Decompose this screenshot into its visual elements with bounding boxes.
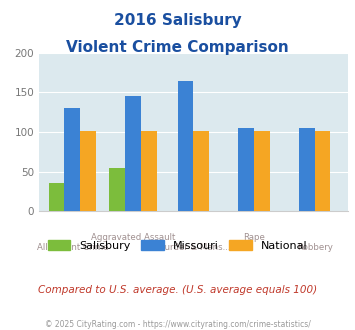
- Bar: [109, 168, 125, 211]
- Bar: [49, 183, 65, 211]
- Text: Violent Crime Comparison: Violent Crime Comparison: [66, 40, 289, 54]
- Legend: Salisbury, Missouri, National: Salisbury, Missouri, National: [43, 236, 312, 255]
- Text: Robbery: Robbery: [297, 243, 333, 251]
- Bar: [193, 131, 209, 211]
- Bar: [125, 96, 141, 211]
- Bar: [299, 128, 315, 211]
- Text: All Violent Crime: All Violent Crime: [37, 243, 108, 251]
- Bar: [315, 131, 331, 211]
- Bar: [80, 131, 96, 211]
- Bar: [141, 131, 157, 211]
- Bar: [254, 131, 270, 211]
- Text: © 2025 CityRating.com - https://www.cityrating.com/crime-statistics/: © 2025 CityRating.com - https://www.city…: [45, 320, 310, 329]
- Bar: [65, 108, 80, 211]
- Text: Murder & Mans...: Murder & Mans...: [157, 243, 230, 251]
- Bar: [238, 128, 254, 211]
- Text: Rape: Rape: [243, 233, 265, 242]
- Text: Compared to U.S. average. (U.S. average equals 100): Compared to U.S. average. (U.S. average …: [38, 285, 317, 295]
- Bar: [178, 81, 193, 211]
- Text: 2016 Salisbury: 2016 Salisbury: [114, 13, 241, 28]
- Text: Aggravated Assault: Aggravated Assault: [91, 233, 175, 242]
